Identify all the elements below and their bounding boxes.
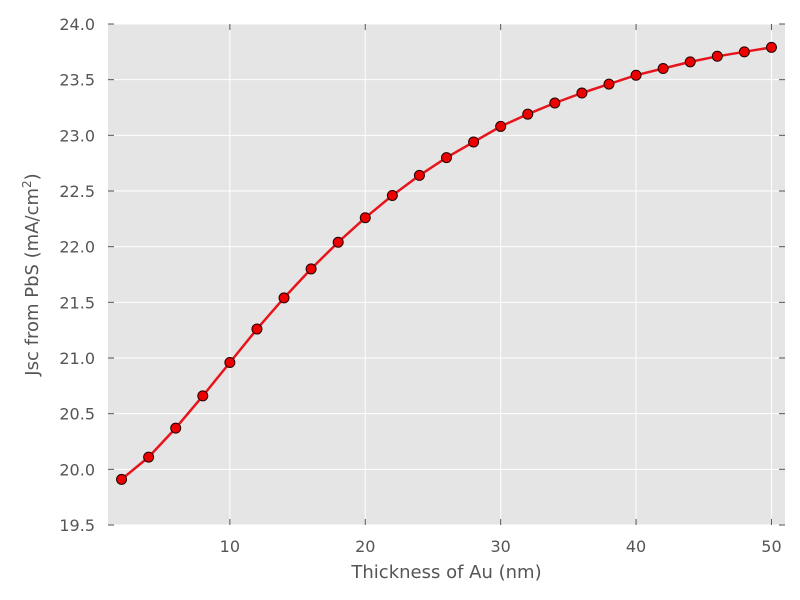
x-axis-label: Thickness of Au (nm) <box>350 562 541 583</box>
data-point <box>386 189 398 201</box>
data-point <box>684 56 696 68</box>
plot-area <box>108 24 785 525</box>
y-tick-label: 22.5 <box>59 182 95 201</box>
y-axis-label-end: ) <box>22 173 43 180</box>
data-point <box>468 136 480 148</box>
data-point <box>630 69 642 81</box>
data-point <box>576 87 588 99</box>
y-axis-label-main: Jsc from PbS (mA/cm <box>22 188 43 377</box>
data-point <box>116 473 128 485</box>
y-tick-label: 19.5 <box>59 516 95 535</box>
y-tick-label: 22.0 <box>59 238 95 257</box>
data-point <box>738 46 750 58</box>
data-point <box>170 422 182 434</box>
data-point <box>359 212 371 224</box>
data-point <box>495 120 507 132</box>
grid-lines <box>108 23 785 526</box>
y-tick-label: 23.5 <box>59 71 95 90</box>
x-tick-label: 20 <box>355 537 375 556</box>
y-tick-label: 20.5 <box>59 405 95 424</box>
y-tick-label: 20.0 <box>59 460 95 479</box>
x-tick-label: 50 <box>761 537 781 556</box>
data-point <box>197 390 209 402</box>
axis-ticks <box>108 23 785 526</box>
data-series <box>116 41 777 485</box>
data-point <box>603 78 615 90</box>
y-axis-label: Jsc from PbS (mA/cm2) <box>20 173 43 376</box>
data-point <box>413 169 425 181</box>
x-tick-label: 30 <box>490 537 510 556</box>
data-point <box>332 236 344 248</box>
data-point <box>711 50 723 62</box>
y-tick-label: 21.0 <box>59 349 95 368</box>
data-point <box>278 292 290 304</box>
data-point <box>251 323 263 335</box>
x-tick-label: 10 <box>220 537 240 556</box>
data-point <box>522 108 534 120</box>
data-point <box>549 97 561 109</box>
data-point <box>143 451 155 463</box>
data-point <box>224 356 236 368</box>
data-point <box>441 152 452 164</box>
y-tick-label: 21.5 <box>59 293 95 312</box>
tick-labels: 10 20 30 40 50 19.5 20.0 20.5 21.0 21.5 22.0 22.5 23… <box>59 15 781 556</box>
y-tick-label: 24.0 <box>59 15 95 34</box>
data-point <box>765 41 777 53</box>
data-point <box>305 263 317 275</box>
y-tick-label: 23.0 <box>59 126 95 145</box>
data-point <box>657 63 669 75</box>
x-tick-label: 40 <box>626 537 646 556</box>
y-axis-label-superscript: 2 <box>20 180 34 188</box>
